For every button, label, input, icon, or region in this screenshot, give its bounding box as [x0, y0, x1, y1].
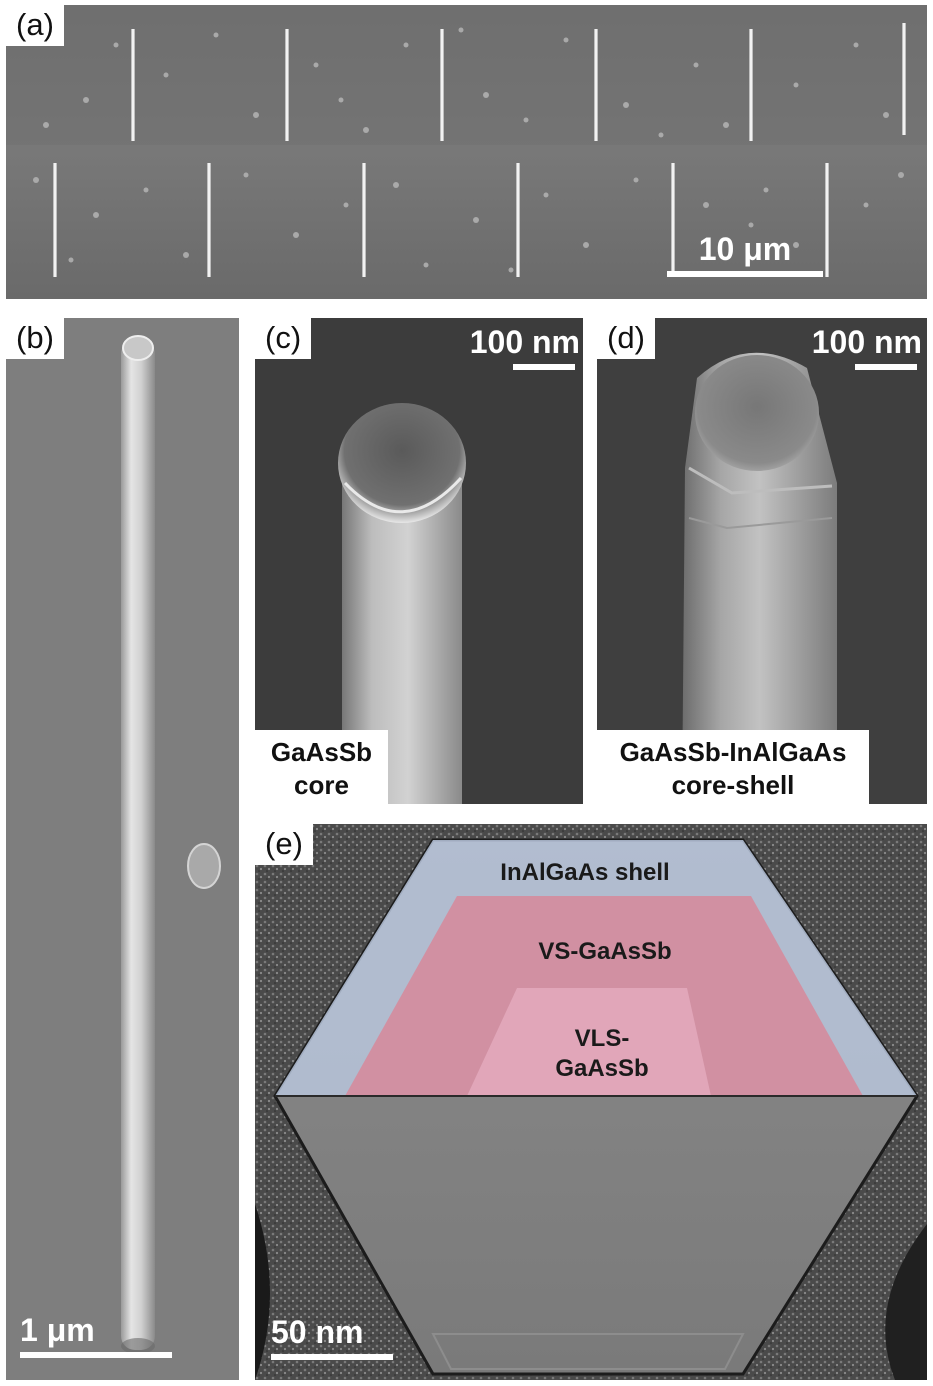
- panel-a-scale-text: 10 μm: [698, 231, 792, 267]
- panel-c-core-tip: (c) 100 nm GaAsSb core: [255, 318, 583, 804]
- panel-e-label: (e): [255, 824, 313, 866]
- layer-label-vls-line1: VLS-: [574, 1025, 630, 1052]
- panel-e-tem-image: [255, 824, 927, 1380]
- panel-d-sem-image: [597, 318, 927, 804]
- panel-d-scale-text: 100 nm: [811, 324, 922, 360]
- vls-gaassb-overlay: [467, 988, 711, 1096]
- layer-label-vls-gaassb: VLS- GaAsSb: [502, 1024, 702, 1084]
- panel-d-scale-line: [855, 364, 917, 370]
- panel-e-scale-line: [271, 1354, 393, 1360]
- panel-a-scale-bar: 10 μm: [667, 233, 823, 277]
- panel-b-label: (b): [6, 318, 64, 360]
- panel-a-scale-line: [667, 271, 823, 277]
- panel-c-caption-line2: core: [294, 769, 349, 800]
- panel-d-scale-bar: 100 nm: [797, 326, 922, 370]
- panel-c-label: (c): [255, 318, 312, 360]
- panel-a-sem-image: [6, 5, 927, 299]
- panel-b-scale-bar: 1 μm: [20, 1314, 172, 1358]
- panel-e-scale-text: 50 nm: [271, 1314, 364, 1350]
- panel-d-core-shell-tip: (d) 100 nm GaAsSb-InAlGaAs core-shell: [597, 318, 927, 804]
- panel-e-scale-bar: 50 nm: [271, 1316, 393, 1360]
- panel-c-caption-line1: GaAsSb: [270, 737, 373, 767]
- panel-d-caption-line2: core-shell: [671, 769, 795, 800]
- panel-c-scale-bar: 100 nm: [455, 326, 580, 370]
- panel-a-nanowire-array: (a) 10 μm: [6, 5, 927, 299]
- panel-c-caption: GaAsSb core: [255, 730, 388, 804]
- panel-b-scale-text: 1 μm: [20, 1312, 95, 1348]
- layer-label-inalgaas-shell: InAlGaAs shell: [500, 859, 670, 886]
- panel-a-label: (a): [6, 5, 64, 47]
- panel-e-cross-section: (e) InAlGaAs shell VS-GaAsSb VLS- GaAsSb…: [255, 824, 927, 1380]
- panel-c-sem-image: [255, 318, 583, 804]
- panel-c-scale-line: [513, 364, 575, 370]
- panel-d-caption: GaAsSb-InAlGaAs core-shell: [597, 730, 869, 804]
- panel-b-single-nanowire: (b) 1 μm: [6, 318, 239, 1380]
- panel-c-scale-text: 100 nm: [469, 324, 580, 360]
- layer-label-vs-gaassb: VS-GaAsSb: [538, 938, 672, 965]
- layer-label-vls-line2: GaAsSb: [555, 1055, 649, 1082]
- panel-b-scale-line: [20, 1352, 172, 1358]
- panel-d-label: (d): [597, 318, 655, 360]
- panel-b-sem-image: [6, 318, 239, 1380]
- panel-d-caption-line1: GaAsSb-InAlGaAs: [619, 737, 847, 767]
